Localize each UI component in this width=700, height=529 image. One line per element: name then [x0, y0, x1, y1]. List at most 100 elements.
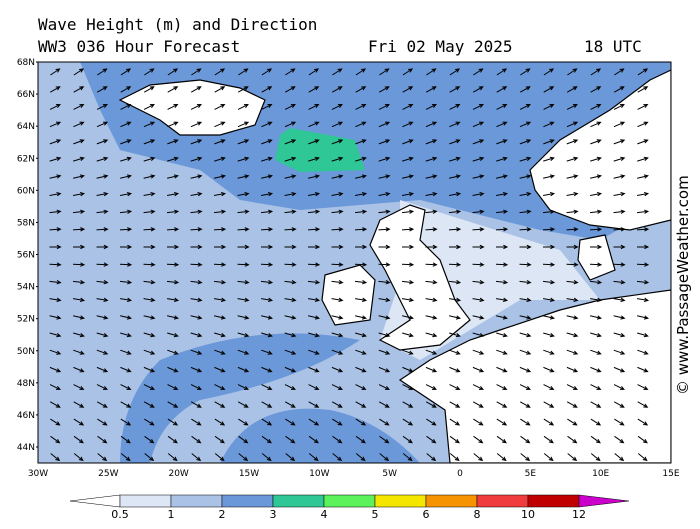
wave-arrow — [401, 280, 415, 285]
wave-arrow — [425, 227, 438, 232]
wave-arrow — [449, 174, 461, 179]
wave-arrow — [73, 86, 85, 93]
wave-arrow — [520, 68, 531, 76]
wave-arrow — [637, 401, 649, 408]
wave-arrow — [496, 121, 508, 128]
wave-arrow — [402, 156, 414, 162]
wave-arrow — [426, 435, 437, 444]
wave-arrow — [49, 297, 62, 303]
wave-arrow — [237, 191, 250, 197]
wave-arrow — [495, 191, 509, 197]
wave-arrow — [448, 297, 462, 303]
wave-arrow — [472, 244, 485, 250]
wave-arrow — [144, 68, 155, 76]
wave-arrow — [96, 401, 108, 408]
wave-arrow — [214, 315, 226, 320]
wave-arrow — [590, 435, 601, 444]
wave-arrow — [120, 68, 132, 76]
wave-arrow — [237, 104, 249, 110]
wave-arrow — [49, 401, 61, 408]
wave-arrow — [636, 280, 650, 285]
wave-arrow — [167, 315, 179, 320]
wave-arrow — [190, 280, 203, 285]
wave-arrow — [378, 332, 391, 338]
wave-arrow — [567, 68, 578, 76]
wave-arrow — [307, 209, 321, 214]
map — [38, 62, 671, 463]
wave-arrow — [637, 453, 648, 462]
wave-arrow — [119, 244, 133, 250]
wave-arrow — [331, 262, 344, 267]
wave-arrow — [285, 68, 296, 76]
wave-arrow — [284, 86, 296, 93]
wave-arrow — [97, 68, 108, 76]
wave-arrow — [331, 332, 344, 338]
wave-arrow — [191, 435, 202, 444]
wave-arrow — [143, 139, 156, 145]
wave-arrow — [448, 227, 462, 232]
wave-arrow — [191, 453, 202, 462]
wave-arrow — [566, 315, 579, 320]
ireland — [321, 264, 376, 326]
wave-arrow — [378, 297, 391, 303]
wave-arrow — [73, 174, 85, 179]
wave-arrow — [566, 244, 579, 250]
wave-arrow — [308, 121, 320, 128]
wave-arrow — [143, 384, 155, 390]
wave-arrow — [355, 86, 367, 93]
wave-arrow — [472, 191, 485, 197]
wave-arrow — [402, 366, 414, 373]
wave-arrow — [49, 104, 61, 110]
wave-arrow — [96, 315, 109, 320]
colorbar-label: 5 — [372, 508, 379, 521]
wave-arrow — [472, 104, 484, 110]
wave-arrow — [261, 104, 273, 110]
wave-arrow — [285, 435, 296, 444]
wave-arrow — [543, 435, 554, 444]
wave-arrow — [473, 435, 484, 444]
wave-arrow — [190, 332, 203, 338]
wave-arrow — [542, 191, 556, 197]
wave-arrow — [49, 349, 62, 355]
wave-arrow — [472, 262, 485, 267]
wave-arrow — [637, 86, 649, 93]
wave-arrow — [214, 349, 226, 355]
wave-arrow — [401, 209, 415, 214]
wave-arrow — [472, 86, 484, 93]
wave-arrow — [566, 121, 579, 128]
wave-arrow — [261, 401, 273, 408]
wave-arrow — [238, 68, 249, 76]
wave-arrow — [378, 121, 391, 128]
colorbar-label: 6 — [423, 508, 430, 521]
wave-arrow — [261, 453, 272, 462]
wave-arrow — [308, 174, 320, 179]
wave-arrow — [449, 453, 460, 462]
wave-arrow — [190, 174, 203, 179]
wave-arrow — [379, 418, 390, 426]
wave-arrow — [566, 104, 578, 110]
wave-arrow — [119, 227, 133, 232]
wave-arrow — [355, 435, 366, 444]
wave-arrow — [261, 121, 273, 128]
wave-arrow — [73, 453, 84, 462]
wave-arrow — [237, 262, 250, 267]
wave-arrow — [425, 332, 438, 338]
wave-arrow — [49, 384, 61, 390]
wave-arrow — [237, 227, 250, 232]
colorbar-label: 3 — [270, 508, 277, 521]
wave-arrow — [567, 453, 578, 462]
wave-arrow — [72, 297, 86, 303]
wave-arrow — [378, 209, 391, 214]
wave-arrow — [190, 139, 203, 145]
wave-arrow — [50, 435, 61, 444]
wave-arrow — [307, 280, 321, 285]
wave-arrow — [636, 209, 650, 214]
wave-arrow — [566, 156, 579, 162]
wave-arrow — [614, 453, 625, 462]
wave-arrow — [167, 349, 179, 355]
lat-label: 56N — [17, 251, 35, 261]
wave-arrow — [167, 384, 179, 390]
wave-arrow — [449, 86, 461, 93]
wave-arrow — [307, 191, 321, 197]
wave-arrow — [191, 418, 202, 426]
